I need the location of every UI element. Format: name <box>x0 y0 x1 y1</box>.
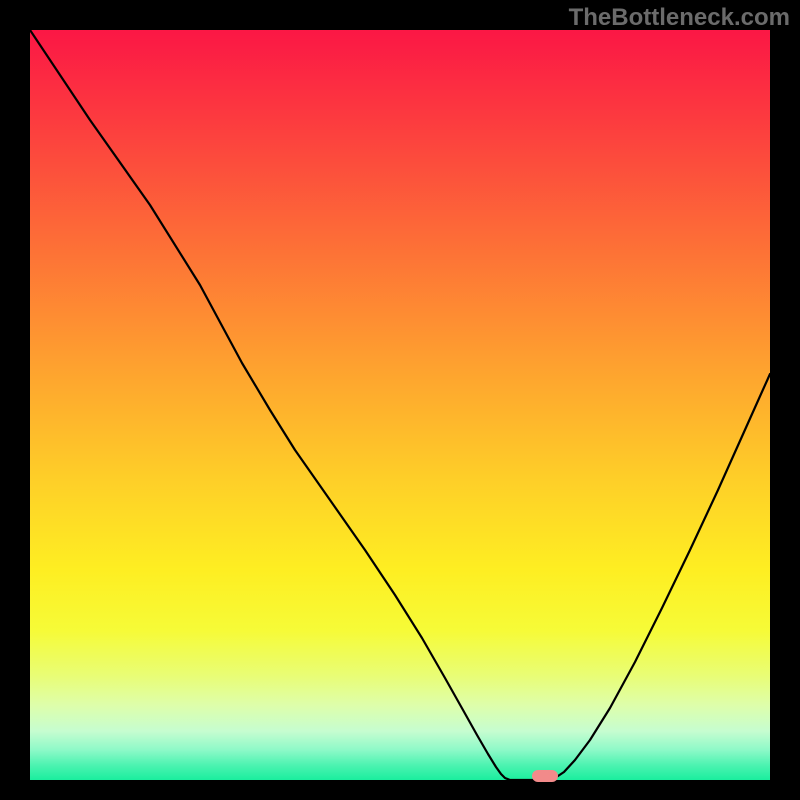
chart-frame: TheBottleneck.com <box>0 0 800 800</box>
watermark-text: TheBottleneck.com <box>569 4 790 32</box>
optimal-marker <box>532 770 558 782</box>
plot-area <box>30 30 770 780</box>
bottleneck-gradient-background <box>30 30 770 780</box>
